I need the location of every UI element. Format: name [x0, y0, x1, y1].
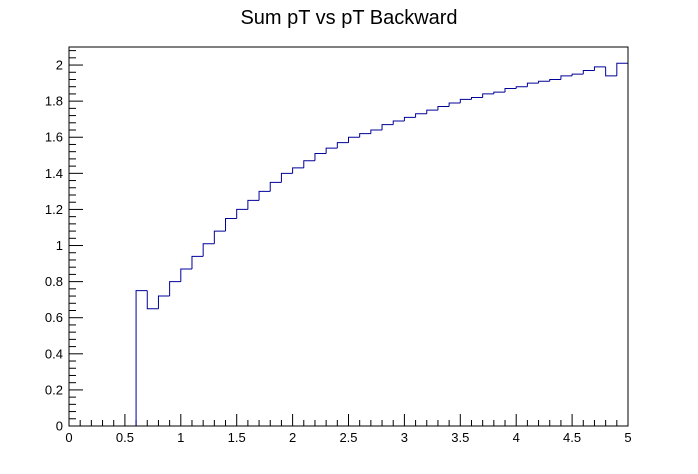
histogram-bin — [247, 199, 260, 210]
y-tick-label: 1.6 — [45, 130, 63, 145]
histogram-bin — [437, 106, 450, 111]
plot-frame — [68, 46, 629, 427]
histogram-bin — [549, 78, 561, 82]
tick-labels: 0 0.5 1 1.5 2 2.5 3 3.5 4 4.5 5 0 0.2 0.4 0.6 0.8 1 1.2 1.… — [45, 58, 632, 445]
histogram-bin — [359, 133, 371, 138]
x-tick-label: 4.5 — [563, 430, 581, 445]
axis-ticks — [68, 50, 629, 427]
histogram-bin — [560, 75, 573, 80]
histogram-bin — [459, 98, 472, 103]
histogram-series — [69, 62, 628, 427]
x-tick-label: 5 — [624, 430, 631, 445]
y-tick-label: 0.2 — [45, 382, 63, 397]
histogram-bin — [370, 129, 383, 134]
histogram-bin — [403, 116, 416, 121]
histogram-bin — [538, 80, 550, 84]
x-tick-label: 4 — [513, 430, 520, 445]
histogram-bin — [280, 172, 293, 183]
y-tick-label: 0 — [56, 419, 63, 434]
y-tick-label: 1.8 — [45, 94, 63, 109]
histogram-bin — [493, 91, 506, 94]
histogram-bin — [180, 268, 192, 282]
x-tick-label: 1.5 — [228, 430, 246, 445]
histogram-bin — [314, 152, 327, 161]
x-tick-label: 1 — [177, 430, 184, 445]
histogram-bin — [303, 160, 315, 168]
y-tick-label: 2 — [56, 58, 63, 73]
x-tick-label: 3.5 — [451, 430, 469, 445]
x-tick-label: 0.5 — [116, 430, 134, 445]
histogram-bin — [582, 69, 595, 75]
chart-title: Sum pT vs pT Backward — [240, 7, 457, 29]
histogram-bin — [157, 295, 170, 309]
histogram-bin — [146, 290, 159, 310]
y-tick-label: 0.4 — [45, 346, 63, 361]
y-tick-label: 1.2 — [45, 202, 63, 217]
x-tick-label: 3 — [401, 430, 408, 445]
histogram-bin — [482, 93, 494, 98]
histogram-bin — [202, 243, 215, 257]
histogram-bin — [269, 181, 282, 192]
histogram-bin — [448, 102, 461, 107]
histogram-bin — [292, 167, 304, 174]
histogram-bin — [593, 66, 606, 71]
y-tick-label: 1.4 — [45, 166, 63, 181]
y-tick-label: 1 — [56, 238, 63, 253]
histogram-bin — [605, 66, 617, 77]
x-tick-label: 0 — [65, 430, 72, 445]
y-tick-label: 0.8 — [45, 274, 63, 289]
histogram-bin — [504, 88, 517, 93]
histogram-bin — [381, 124, 394, 131]
histogram-bin — [526, 82, 539, 87]
histogram-bin — [470, 97, 483, 100]
histogram-bin — [571, 73, 584, 76]
histogram-bin — [325, 147, 338, 154]
histogram-bin — [336, 142, 349, 149]
histogram-bin — [392, 120, 405, 125]
histogram-bin — [135, 290, 148, 426]
histogram-bin — [616, 62, 628, 76]
histogram-bin — [191, 255, 204, 269]
histogram-bin — [426, 109, 438, 114]
histogram-bin — [213, 230, 226, 244]
y-tick-label: 0.6 — [45, 310, 63, 325]
histogram-bin — [415, 113, 427, 118]
x-tick-label: 2 — [289, 430, 296, 445]
histogram-bin — [225, 217, 237, 232]
histogram-bin — [258, 190, 271, 201]
x-tick-label: 2.5 — [339, 430, 357, 445]
histogram-bin — [236, 208, 248, 219]
histogram-bin — [515, 86, 528, 89]
histogram-bin — [348, 136, 360, 143]
histogram-bin — [169, 281, 181, 297]
